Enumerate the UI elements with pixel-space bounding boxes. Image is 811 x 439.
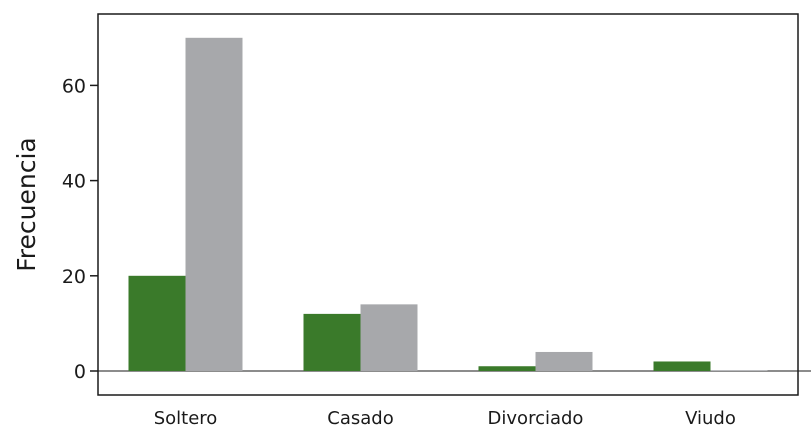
y-tick-label-60: 60 (62, 75, 86, 97)
bar-soltero-series-1 (128, 275, 186, 371)
y-tick-label-40: 40 (62, 171, 86, 193)
plot-frame (97, 13, 799, 396)
x-category-label-viudo: Viudo (685, 408, 736, 429)
y-tick-label-0: 0 (74, 361, 86, 383)
bar-casado-series-1 (303, 313, 361, 371)
y-tick-label-20: 20 (62, 266, 86, 288)
y-axis-title: Frecuencia (12, 137, 41, 272)
bar-viudo-series-1 (653, 361, 711, 371)
bar-divorciado-series-1 (478, 366, 536, 371)
x-category-label-divorciado: Divorciado (488, 408, 584, 429)
x-category-label-casado: Casado (327, 408, 393, 429)
bars-group (128, 37, 768, 372)
x-axis: Soltero Casado Divorciado Viudo (154, 408, 736, 429)
x-category-label-soltero: Soltero (154, 408, 218, 429)
bar-viudo-series-2 (710, 370, 768, 371)
y-axis: 0 20 40 60 (62, 75, 98, 383)
bar-soltero-series-2 (185, 37, 243, 372)
bar-casado-series-2 (360, 304, 418, 371)
bar-divorciado-series-2 (535, 351, 593, 371)
